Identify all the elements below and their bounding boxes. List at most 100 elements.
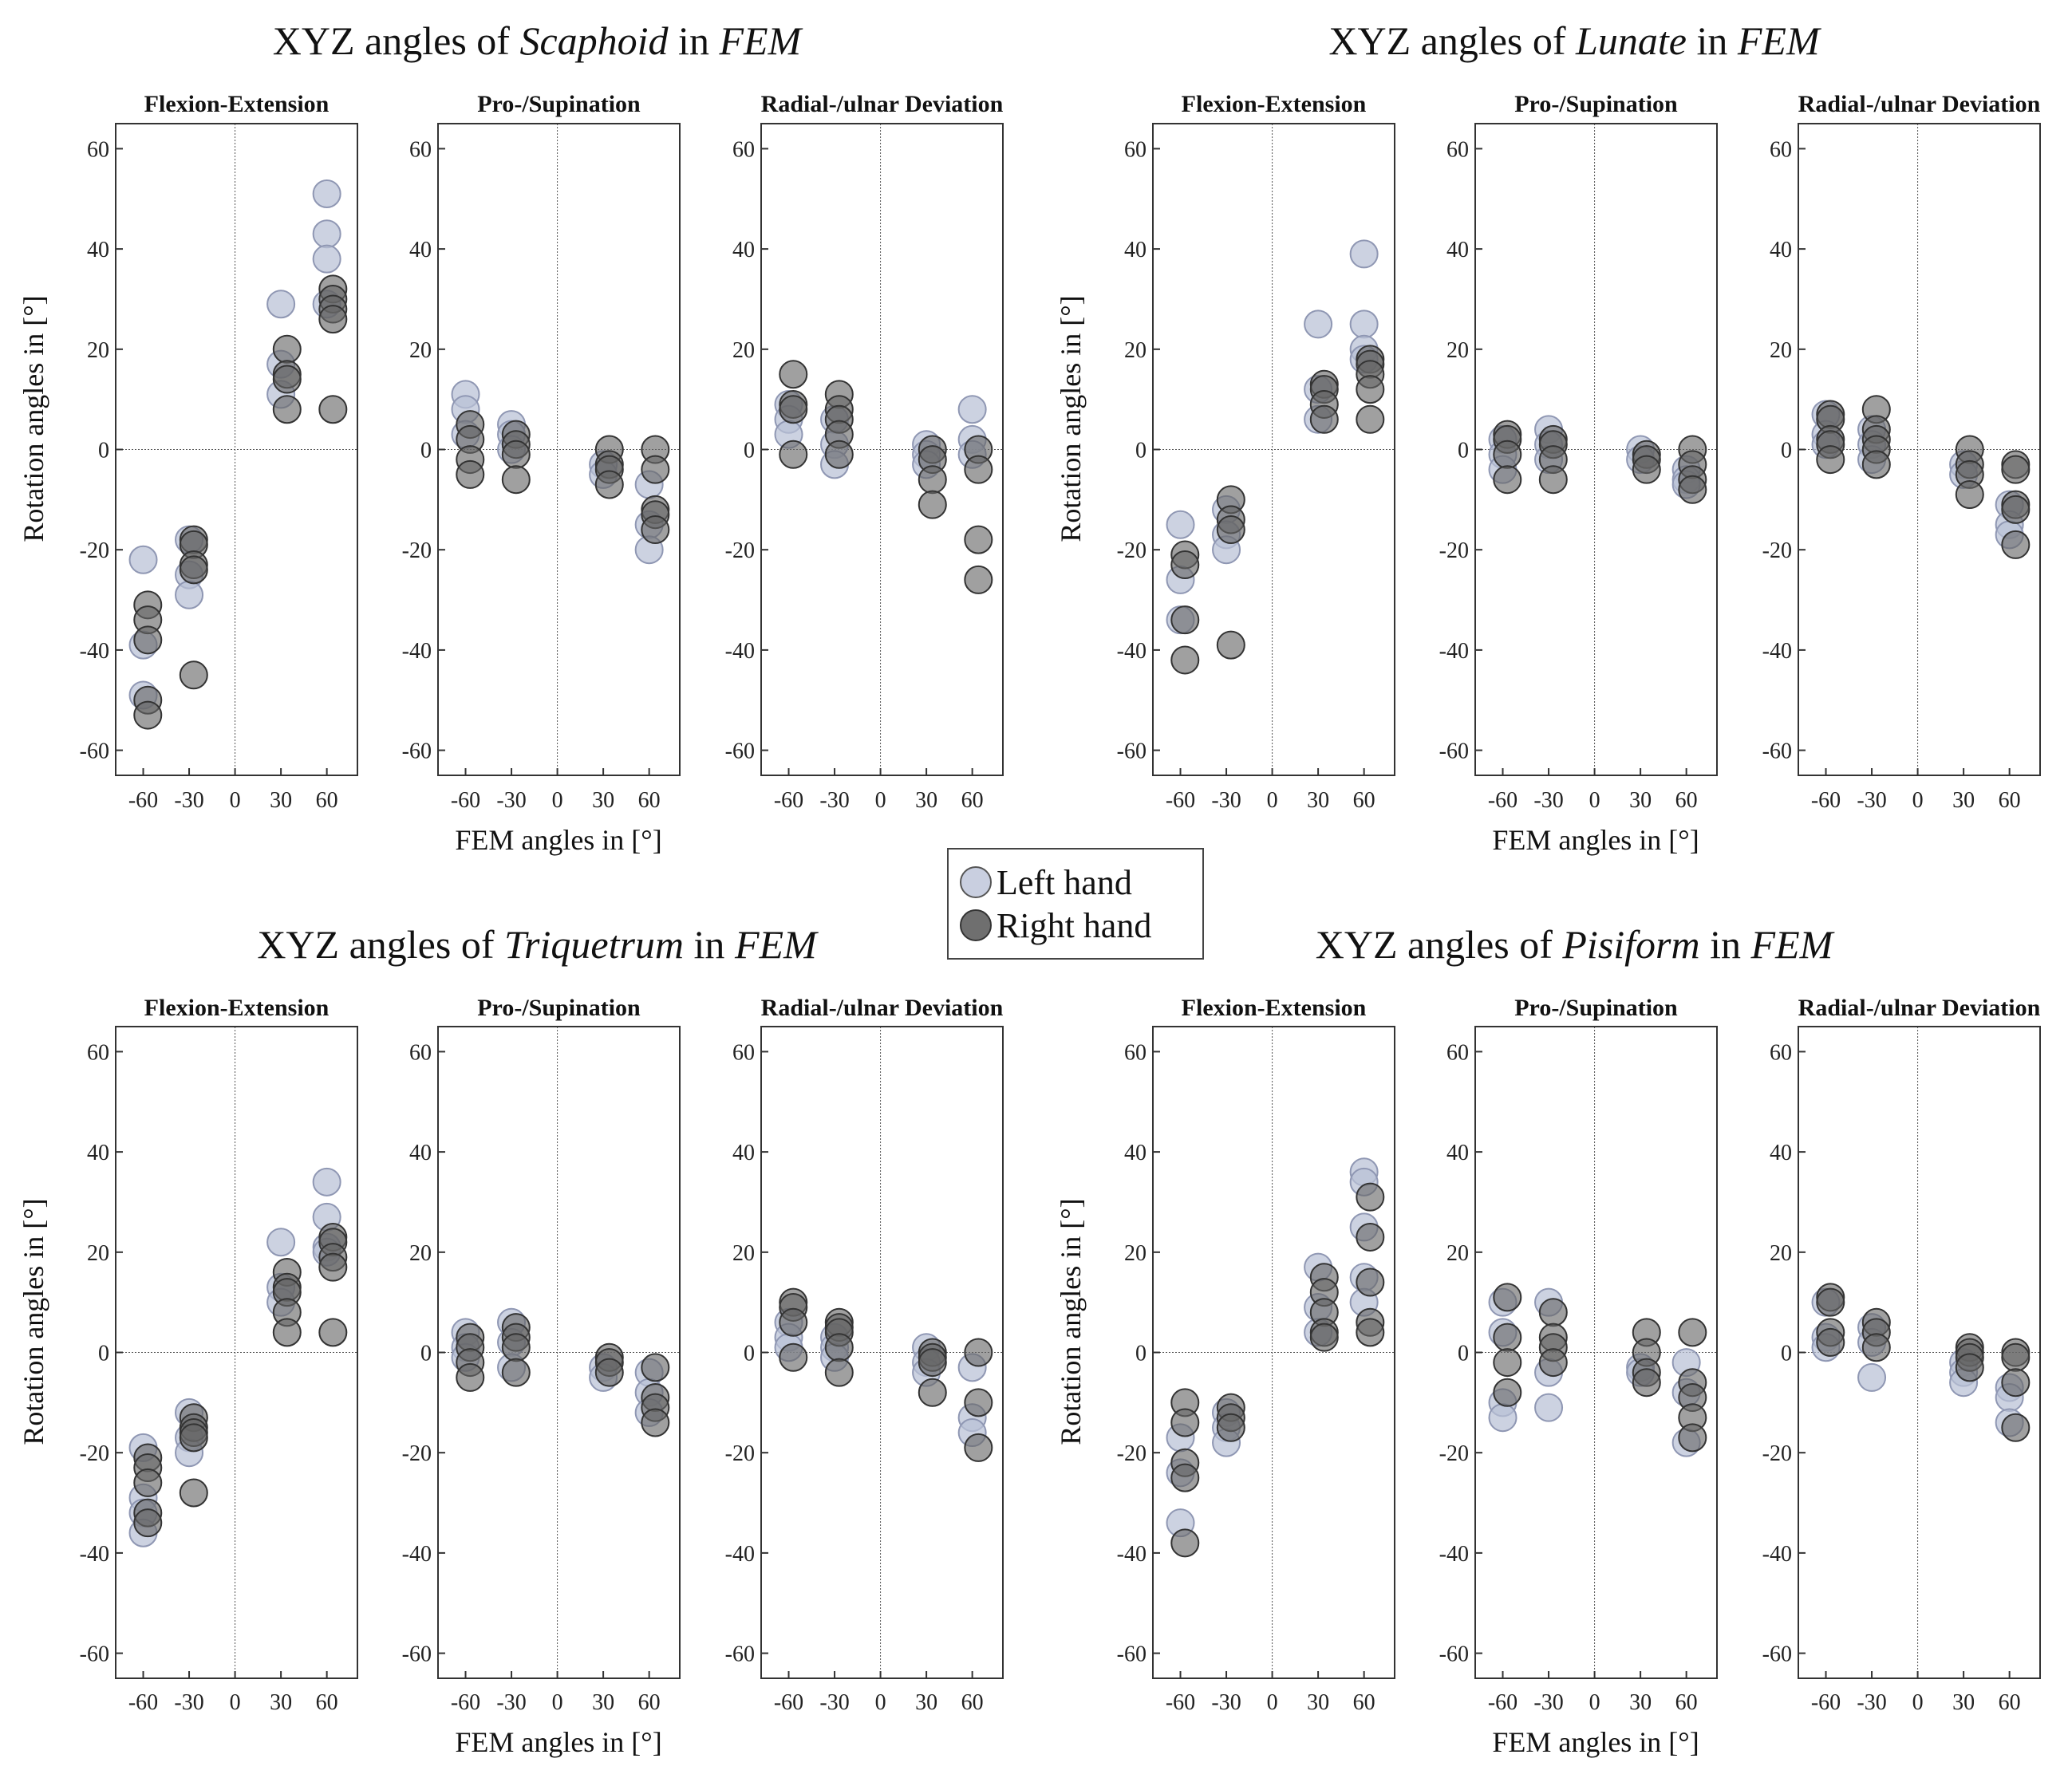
point-right-hand (272, 365, 302, 394)
y-axis-label-lunate: Rotation angles in [°] (1055, 295, 1087, 542)
x-tick-label: -60 (1811, 788, 1841, 813)
point-right-hand (1356, 1267, 1385, 1297)
y-tick-label: 60 (732, 137, 755, 162)
point-right-hand (1632, 455, 1661, 484)
point-right-hand (964, 525, 993, 554)
x-tick-label: 60 (1675, 1690, 1698, 1715)
point-right-hand (272, 1318, 302, 1347)
x-tick-label: 0 (230, 1690, 241, 1715)
y-tick-label: 40 (1124, 238, 1147, 262)
x-tick-label: 60 (638, 788, 661, 813)
x-tick-label: 0 (1267, 1690, 1278, 1715)
x-axis-label-lunate: FEM angles in [°] (1492, 824, 1699, 856)
point-left-hand (1488, 1403, 1517, 1433)
point-right-hand (1632, 1368, 1661, 1398)
group-title-pisiform: XYZ angles of Pisiform in FEM (1315, 922, 1833, 967)
x-axis-label-pisiform: FEM angles in [°] (1492, 1726, 1699, 1758)
x-tick-label: -60 (774, 788, 803, 813)
y-tick-label: -40 (80, 639, 109, 664)
y-tick-label: 60 (1446, 137, 1469, 162)
point-right-hand (1356, 1318, 1385, 1347)
panel-triquetrum-flexion-extension: Flexion-Extension 60 40 20 0 -20 -40 -60 -60 -30 0… (80, 995, 358, 1715)
y-tick-label: -40 (402, 1542, 432, 1567)
x-tick-label: 60 (1999, 1690, 2021, 1715)
x-tick-label: -60 (128, 1690, 158, 1715)
panel-scaphoid-radial-ulnar-deviation: Radial-/ulnar Deviation6040200-20-40-60-… (725, 91, 1004, 813)
plot-frame (1474, 123, 1718, 776)
point-right-hand (918, 1378, 947, 1407)
y-tick-label: 20 (409, 1241, 432, 1266)
y-tick-label: 20 (1770, 1241, 1792, 1266)
point-right-hand (1493, 440, 1522, 469)
x-tick-label: -30 (819, 1690, 849, 1715)
point-right-hand (272, 395, 302, 424)
point-right-hand (1170, 605, 1200, 635)
y-tick-label: -60 (725, 1642, 755, 1667)
y-tick-label: 0 (1458, 439, 1469, 463)
x-tick-label: -30 (1857, 788, 1886, 813)
group-title-lunate: XYZ angles of Lunate in FEM (1328, 18, 1820, 63)
plot-frame (1474, 1026, 1718, 1679)
y-tick-label: 40 (1124, 1141, 1147, 1165)
panel-pisiform-radial-ulnar-deviation: Radial-/ulnar Deviation6040200-20-40-60-… (1762, 995, 2041, 1715)
x-tick-label: 0 (875, 1690, 886, 1715)
y-tick-label: -20 (1762, 1441, 1792, 1466)
x-tick-label: -60 (1488, 788, 1517, 813)
y-tick-label: 0 (98, 439, 109, 463)
point-right-hand (594, 470, 624, 499)
point-right-hand (1216, 630, 1245, 660)
legend-item-right-hand: Right hand (960, 905, 1151, 945)
point-left-hand (128, 545, 158, 574)
legend-marker-right-icon (960, 909, 992, 941)
x-tick-label: 0 (552, 1690, 563, 1715)
panel-title: Radial-/ulnar Deviation (761, 995, 1004, 1021)
panel-title: Pro-/Supination (477, 91, 641, 117)
y-tick-label: -20 (402, 538, 432, 563)
x-tick-label: 0 (1912, 1690, 1924, 1715)
point-right-hand (1955, 480, 1984, 510)
y-tick-label: 0 (1781, 1342, 1792, 1366)
panel-title: Flexion-Extension (1182, 91, 1367, 117)
point-right-hand (133, 625, 163, 655)
x-tick-label: 30 (915, 788, 937, 813)
plot-frame (760, 1026, 1004, 1679)
y-tick-label: -60 (402, 739, 432, 764)
panel-lunate-pro-supination: Pro-/Supination 60 40 20 0 -20 -40 -60 -60 -30 0 30… (1439, 91, 1718, 813)
point-right-hand (133, 1468, 163, 1497)
panel-title: Flexion-Extension (144, 91, 330, 117)
y-tick-label: -40 (725, 639, 755, 664)
x-tick-label: 60 (316, 1690, 338, 1715)
point-right-hand (2001, 530, 2031, 559)
point-right-hand (1538, 1298, 1568, 1327)
y-tick-label: -20 (725, 538, 755, 563)
point-right-hand (1493, 465, 1522, 495)
y-tick-label: 20 (409, 338, 432, 363)
panel-title: Pro-/Supination (1514, 91, 1678, 117)
y-tick-label: -20 (1117, 1441, 1147, 1466)
point-right-hand (594, 1358, 624, 1387)
y-tick-label: -60 (1117, 1642, 1147, 1667)
point-right-hand (1170, 645, 1200, 675)
point-right-hand (964, 1388, 993, 1417)
x-tick-label: -30 (1857, 1690, 1886, 1715)
panel-pisiform-pro-supination: Pro-/Supination 60 40 20 0 -20 -40 -60 -60 -30 0 30… (1439, 995, 1718, 1715)
y-tick-label: 20 (87, 338, 109, 363)
x-tick-label: 60 (1353, 788, 1375, 813)
point-left-hand (312, 244, 341, 274)
point-right-hand (179, 660, 208, 690)
y-tick-label: 0 (420, 1342, 432, 1366)
point-right-hand (179, 555, 208, 585)
y-tick-label: -40 (1439, 639, 1469, 664)
plot-frame (1798, 1026, 2041, 1679)
y-axis-label-triquetrum: Rotation angles in [°] (18, 1198, 49, 1445)
point-left-hand (957, 395, 987, 424)
point-right-hand (2001, 495, 2031, 524)
point-right-hand (641, 1408, 670, 1437)
y-tick-label: -20 (1762, 538, 1792, 563)
legend-item-left-hand: Left hand (960, 862, 1132, 902)
x-tick-label: 30 (1629, 788, 1652, 813)
x-tick-label: 30 (592, 1690, 614, 1715)
point-right-hand (1493, 1283, 1522, 1312)
point-right-hand (318, 1252, 348, 1282)
